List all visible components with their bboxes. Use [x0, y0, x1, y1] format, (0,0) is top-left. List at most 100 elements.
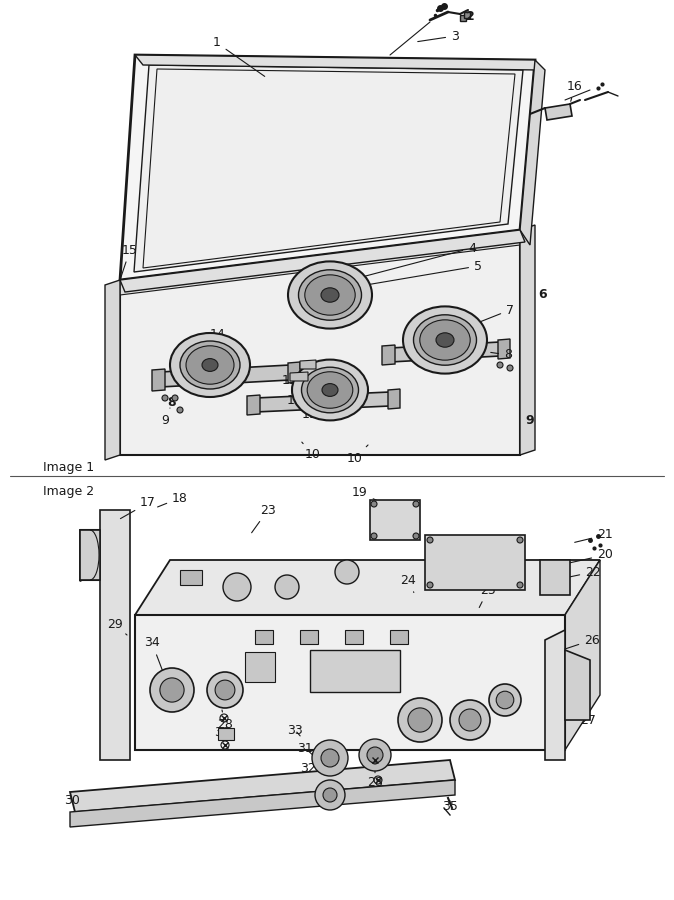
Circle shape — [215, 680, 235, 700]
Polygon shape — [70, 780, 455, 827]
Bar — [245, 652, 275, 682]
Circle shape — [517, 537, 523, 543]
Circle shape — [507, 365, 513, 371]
Bar — [180, 570, 202, 585]
Bar — [218, 728, 234, 740]
Circle shape — [489, 684, 521, 716]
Circle shape — [312, 740, 348, 776]
Text: 31: 31 — [297, 742, 313, 755]
Text: 15: 15 — [121, 244, 138, 277]
Text: 22: 22 — [557, 565, 601, 580]
Text: 23: 23 — [251, 503, 276, 533]
Polygon shape — [135, 560, 600, 615]
Polygon shape — [135, 55, 539, 70]
Circle shape — [160, 678, 184, 702]
Ellipse shape — [403, 306, 487, 373]
Ellipse shape — [202, 358, 218, 372]
Text: 36: 36 — [214, 725, 230, 739]
Circle shape — [335, 560, 359, 584]
Text: 34: 34 — [144, 636, 167, 682]
Circle shape — [323, 788, 337, 802]
Ellipse shape — [322, 383, 338, 396]
Polygon shape — [160, 365, 290, 387]
Text: 9: 9 — [526, 413, 534, 427]
Polygon shape — [247, 395, 260, 415]
Text: Image 1: Image 1 — [43, 462, 94, 474]
Text: 4: 4 — [361, 241, 476, 277]
Polygon shape — [300, 360, 316, 369]
Text: 3: 3 — [418, 30, 459, 42]
Circle shape — [427, 537, 433, 543]
Text: 29: 29 — [107, 618, 127, 635]
Polygon shape — [152, 369, 165, 391]
Text: 20: 20 — [563, 548, 613, 564]
Text: 27: 27 — [570, 711, 596, 726]
Polygon shape — [390, 342, 500, 362]
Text: 19: 19 — [352, 487, 390, 506]
Circle shape — [427, 582, 433, 588]
Polygon shape — [520, 225, 535, 455]
Polygon shape — [545, 630, 565, 760]
Bar — [540, 560, 570, 595]
Ellipse shape — [420, 320, 470, 360]
Bar — [300, 630, 318, 644]
Text: 7: 7 — [474, 303, 514, 324]
Polygon shape — [135, 615, 565, 750]
Polygon shape — [288, 362, 300, 383]
Text: 9: 9 — [161, 408, 170, 427]
Text: 1: 1 — [213, 37, 265, 76]
Ellipse shape — [170, 333, 250, 397]
Text: 28: 28 — [217, 710, 233, 731]
Text: 30: 30 — [64, 794, 80, 806]
Text: 21: 21 — [575, 528, 613, 543]
Text: 23: 23 — [447, 552, 463, 570]
Circle shape — [496, 691, 514, 709]
Polygon shape — [120, 55, 535, 280]
Text: 10: 10 — [302, 442, 321, 462]
Ellipse shape — [321, 288, 339, 302]
Polygon shape — [498, 339, 510, 359]
Bar — [255, 630, 273, 644]
Text: Image 2: Image 2 — [43, 485, 94, 499]
Circle shape — [150, 668, 194, 712]
Polygon shape — [290, 372, 308, 381]
Polygon shape — [120, 230, 520, 455]
Polygon shape — [120, 230, 525, 292]
Text: 11: 11 — [302, 403, 328, 421]
Circle shape — [172, 395, 178, 401]
Circle shape — [315, 780, 345, 810]
Circle shape — [321, 749, 339, 767]
Polygon shape — [70, 760, 455, 812]
Text: 24: 24 — [400, 573, 416, 592]
Ellipse shape — [414, 315, 477, 365]
Circle shape — [371, 501, 377, 507]
Polygon shape — [255, 392, 390, 412]
Circle shape — [371, 533, 377, 539]
Circle shape — [408, 708, 432, 732]
Circle shape — [177, 407, 183, 413]
Circle shape — [450, 700, 490, 740]
Polygon shape — [120, 230, 520, 295]
Ellipse shape — [299, 270, 361, 320]
Circle shape — [162, 395, 168, 401]
Polygon shape — [565, 560, 600, 750]
Text: 26: 26 — [565, 634, 600, 649]
Circle shape — [275, 575, 299, 599]
Text: 2: 2 — [466, 10, 474, 22]
Circle shape — [497, 362, 503, 368]
Text: 28: 28 — [367, 770, 383, 788]
Polygon shape — [100, 510, 130, 760]
Text: 14: 14 — [210, 328, 226, 347]
Circle shape — [223, 573, 251, 601]
Polygon shape — [134, 65, 523, 272]
Polygon shape — [105, 280, 120, 460]
Polygon shape — [382, 345, 395, 365]
Ellipse shape — [180, 341, 240, 389]
Text: 33: 33 — [287, 724, 303, 736]
Text: 18: 18 — [158, 491, 188, 507]
Bar — [390, 630, 408, 644]
Polygon shape — [388, 389, 400, 409]
Text: 5: 5 — [363, 259, 482, 285]
Bar — [370, 500, 420, 540]
Circle shape — [398, 698, 442, 742]
